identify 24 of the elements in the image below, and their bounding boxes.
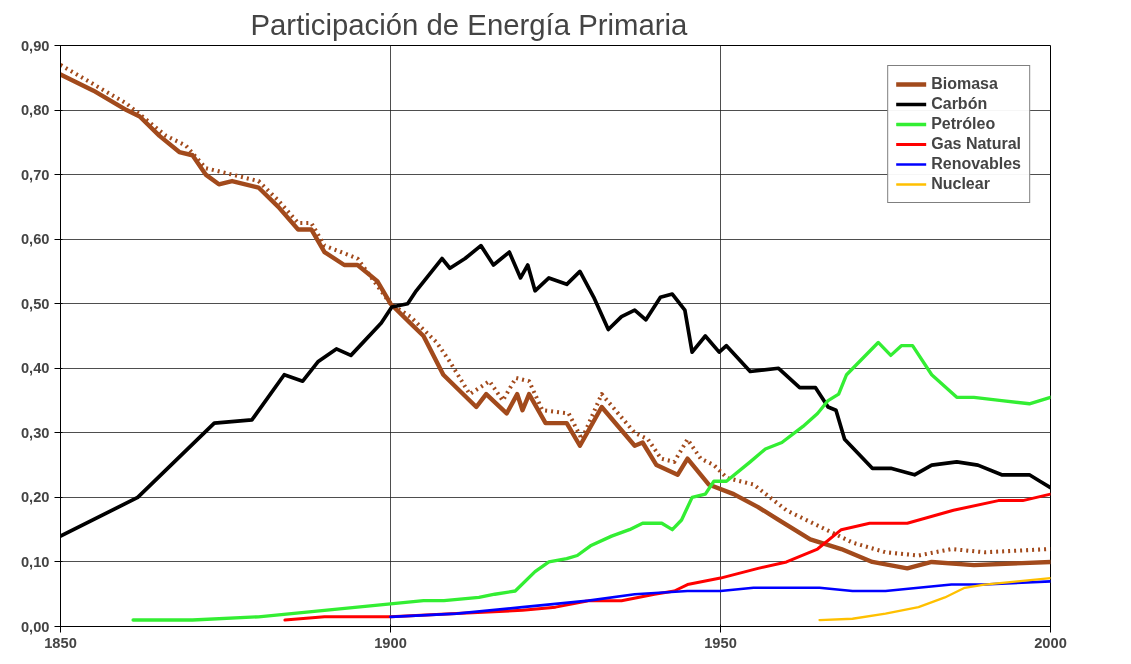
y-tick-label: 0,70 (20, 166, 50, 183)
y-tick-label: 0,90 (20, 37, 50, 54)
legend-label: Carbón (931, 95, 988, 113)
x-tick-label: 1850 (44, 634, 77, 651)
x-tick-label: 2000 (1034, 634, 1067, 651)
y-tick-label: 0,00 (20, 618, 50, 635)
y-tick-label: 0,20 (20, 489, 50, 506)
y-tick-label: 0,40 (20, 360, 50, 377)
y-tick-label: 0,80 (20, 102, 50, 119)
legend-label: Petróleo (931, 115, 996, 133)
line-series (131, 340, 1051, 622)
legend-label: Biomasa (931, 75, 998, 93)
line-series (818, 576, 1051, 622)
chart-title: Participación de Energía Primaria (250, 7, 689, 41)
legend-label: Gas Natural (931, 135, 1021, 153)
y-tick-label: 0,50 (20, 295, 50, 312)
legend-label: Nuclear (931, 175, 990, 193)
legend-label: Renovables (931, 155, 1021, 173)
x-tick-label: 1900 (374, 634, 407, 651)
y-tick-label: 0,30 (20, 424, 50, 441)
y-tick-label: 0,60 (20, 231, 50, 248)
x-tick-label: 1950 (704, 634, 737, 651)
line-series (389, 579, 1051, 619)
y-tick-label: 0,10 (20, 553, 50, 570)
